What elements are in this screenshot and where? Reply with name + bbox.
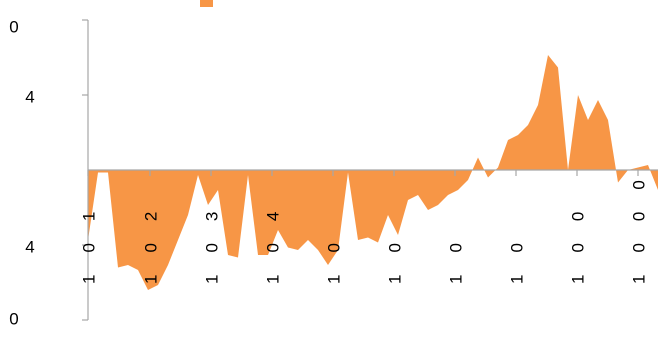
x-tick-label: 10 bbox=[385, 221, 404, 284]
y-tick-label: 4 bbox=[25, 87, 34, 106]
y-tick-label: 0 bbox=[9, 309, 18, 328]
x-tick-label: 102 bbox=[141, 190, 160, 284]
y-tick-label: 0 bbox=[9, 17, 18, 36]
x-tick-label: 101 bbox=[79, 190, 98, 284]
x-tick-label: 10 bbox=[507, 221, 526, 284]
x-tick-label: 1000 bbox=[629, 158, 648, 284]
x-tick-label: 103 bbox=[202, 190, 221, 284]
x-tick-label: 10 bbox=[446, 221, 465, 284]
x-tick-label: 100 bbox=[568, 190, 587, 284]
legend-swatch bbox=[200, 0, 213, 7]
x-tick-label: 104 bbox=[263, 190, 282, 284]
y-tick-label: 4 bbox=[25, 237, 34, 256]
x-tick-label: 10 bbox=[324, 221, 343, 284]
area bbox=[88, 55, 658, 290]
